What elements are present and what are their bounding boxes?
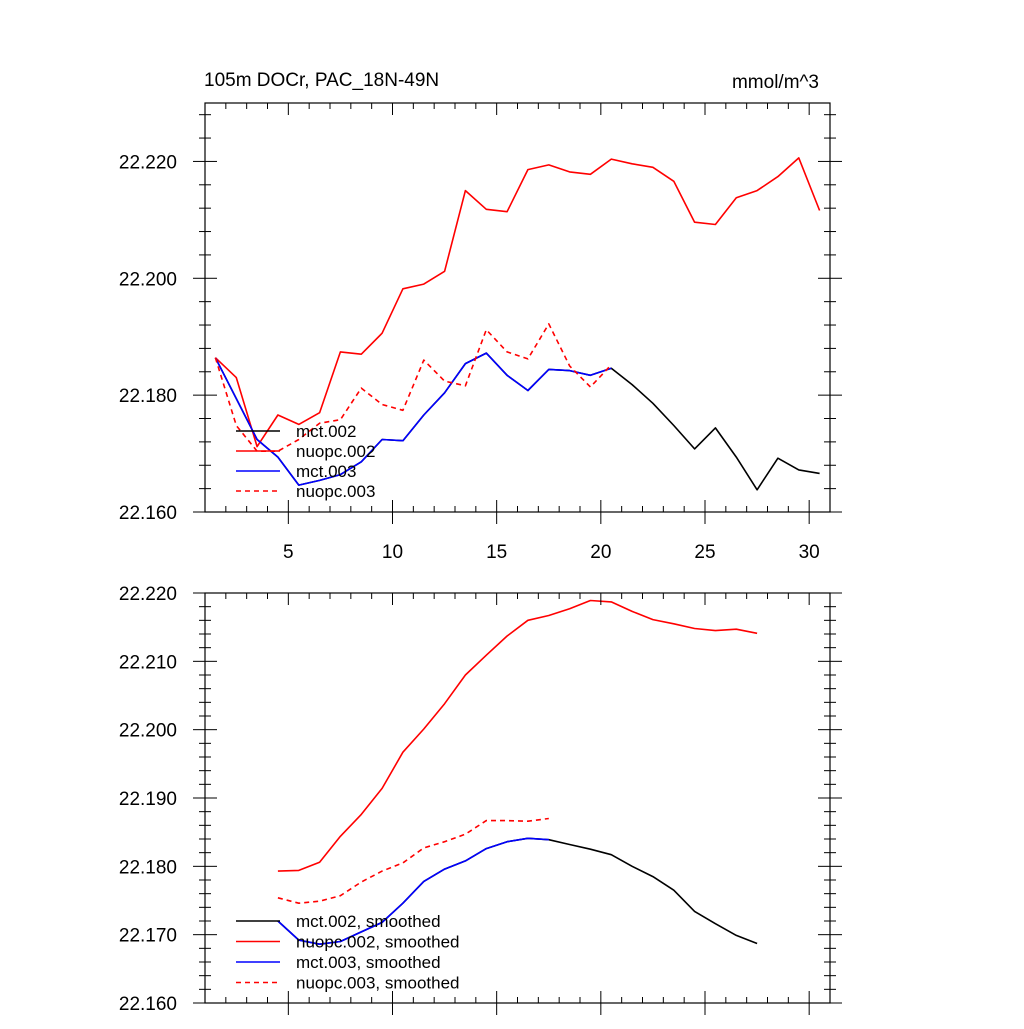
y-tick-label: 22.160 [119, 503, 177, 524]
bottom-axes: 22.160 22.170 22.180 22.190 22.200 22.210 22.2… [119, 584, 842, 1015]
y-tick-label: 22.170 [119, 926, 177, 947]
legend-label: mct.002, smoothed [296, 912, 441, 931]
x-tick-label: 5 [283, 542, 294, 563]
x-tick-label: 30 [799, 542, 820, 563]
y-tick-label: 22.160 [119, 994, 177, 1015]
top-axes: 5 10 15 20 25 30 22.160 22.180 22.200 22.220 [119, 102, 842, 563]
legend-label: nuopc.002 [296, 442, 375, 461]
series-line-nuopc-003-smoothed [277, 817, 549, 905]
y-tick-label: 22.180 [119, 386, 177, 407]
y-tick-label: 22.190 [119, 789, 177, 810]
series-line-nuopc-003 [214, 323, 612, 453]
bottom-series-group [277, 599, 758, 946]
y-tick-label: 22.210 [119, 652, 177, 673]
legend-label: nuopc.002, smoothed [296, 933, 460, 952]
y-tick-label: 22.200 [119, 721, 177, 742]
y-tick-label: 22.220 [119, 152, 177, 173]
series-line-nuopc-002-smoothed [277, 599, 758, 872]
legend-label: mct.003 [296, 462, 356, 481]
series-line-nuopc-002 [214, 157, 821, 448]
y-tick-label: 22.220 [119, 584, 177, 605]
legend-label: nuopc.003 [296, 482, 375, 501]
x-tick-label: 20 [590, 542, 611, 563]
y-tick-label: 22.200 [119, 269, 177, 290]
bottom-panel: 22.160 22.170 22.180 22.190 22.200 22.210 22.2… [119, 584, 842, 1015]
legend-label: nuopc.003, smoothed [296, 974, 460, 993]
top-series-group [214, 157, 821, 491]
chart-title: 105m DOCr, PAC_18N-49N [204, 70, 439, 91]
legend-label: mct.003, smoothed [296, 953, 441, 972]
x-tick-label: 25 [694, 542, 715, 563]
x-tick-label: 15 [486, 542, 507, 563]
series-line-mct-003 [214, 352, 612, 486]
series-line-mct-003-smoothed [277, 837, 549, 946]
units-label: mmol/m^3 [732, 72, 819, 93]
y-tick-label: 22.180 [119, 857, 177, 878]
legend-label: mct.002 [296, 422, 356, 441]
top-panel: 105m DOCr, PAC_18N-49N mmol/m^3 5 10 15 20 2… [119, 70, 842, 563]
bottom-legend: mct.002, smoothed nuopc.002, smoothedmct.… [236, 912, 460, 993]
x-tick-label: 10 [382, 542, 403, 563]
